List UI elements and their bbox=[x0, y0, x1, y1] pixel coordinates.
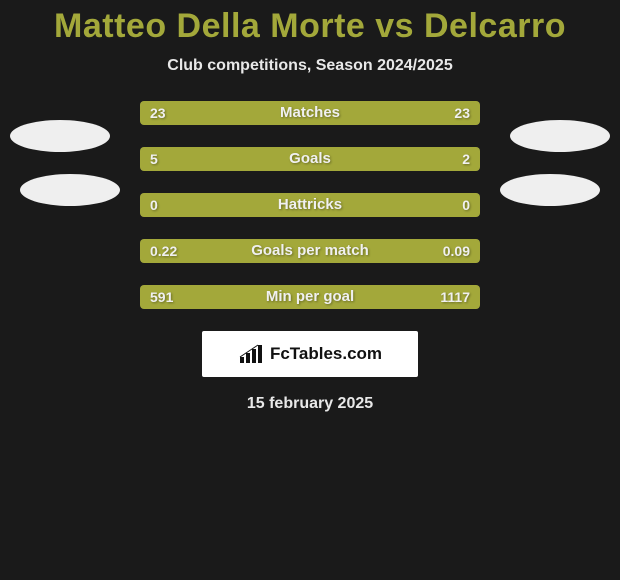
stat-label: Goals per match bbox=[140, 239, 480, 263]
stat-row: 00Hattricks bbox=[140, 193, 480, 217]
stat-row: 52Goals bbox=[140, 147, 480, 171]
stat-label: Matches bbox=[140, 101, 480, 125]
bar-chart-icon bbox=[238, 343, 264, 365]
brand-text: FcTables.com bbox=[270, 344, 382, 364]
page-title: Matteo Della Morte vs Delcarro bbox=[0, 6, 620, 47]
stat-row: 5911117Min per goal bbox=[140, 285, 480, 309]
stat-row: 2323Matches bbox=[140, 101, 480, 125]
stat-label: Goals bbox=[140, 147, 480, 171]
player-left-avatar-top bbox=[10, 120, 110, 152]
stat-row: 0.220.09Goals per match bbox=[140, 239, 480, 263]
player-right-avatar-top bbox=[510, 120, 610, 152]
brand-badge[interactable]: FcTables.com bbox=[202, 331, 418, 377]
date-text: 15 february 2025 bbox=[0, 395, 620, 413]
player-right-avatar-bottom bbox=[500, 174, 600, 206]
stat-label: Min per goal bbox=[140, 285, 480, 309]
player-left-avatar-bottom bbox=[20, 174, 120, 206]
stat-rows: 2323Matches 52Goals 00Hattricks 0.220.09Goa… bbox=[140, 101, 480, 309]
page-subtitle: Club competitions, Season 2024/2025 bbox=[0, 57, 620, 75]
stat-label: Hattricks bbox=[140, 193, 480, 217]
